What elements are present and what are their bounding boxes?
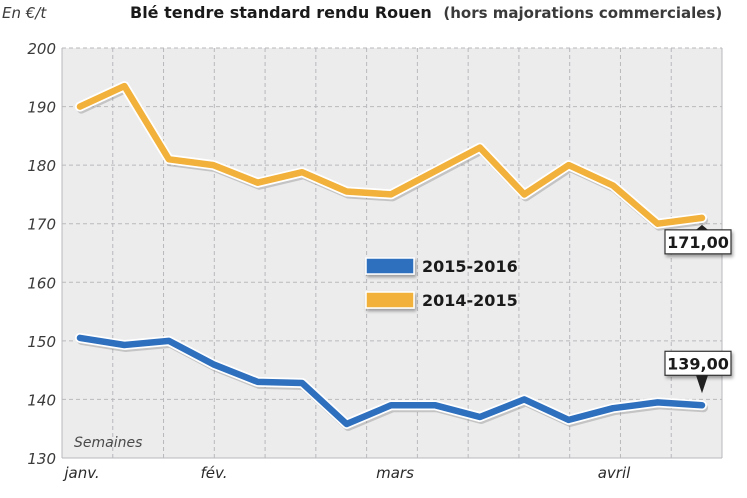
legend: 2015-2016 2014-2015 [365, 257, 518, 310]
y-tick-label: 170 [27, 216, 56, 234]
grid [61, 47, 723, 459]
x-axis: janv. fév. mars avril [62, 464, 631, 482]
y-axis-unit-label: En €/t [2, 4, 47, 22]
y-tick-label: 150 [27, 333, 56, 351]
chart-title: Blé tendre standard rendu Rouen (hors ma… [130, 3, 722, 22]
x-tick-label: fév. [201, 464, 228, 482]
series-line-2014-2015 [76, 82, 706, 227]
plot-background [62, 48, 722, 458]
chart-subtitle: (hors majorations commerciales) [443, 4, 722, 22]
y-tick-label: 180 [27, 157, 56, 175]
y-tick-label: 200 [27, 40, 56, 58]
legend-swatch [365, 257, 415, 275]
y-tick-label: 140 [27, 391, 56, 409]
callouts: 171,00 139,00 [664, 224, 732, 394]
legend-label: 2014-2015 [422, 291, 518, 310]
y-axis: 130 140 150 160 170 180 190 200 [27, 40, 56, 468]
chart-title-main: Blé tendre standard rendu Rouen [130, 3, 432, 22]
callout-2014-2015: 171,00 [664, 224, 732, 255]
legend-swatch [365, 291, 415, 309]
callout-box [664, 350, 732, 376]
y-tick-label: 190 [27, 99, 56, 117]
x-tick-label: janv. [62, 464, 99, 482]
x-tick-label: avril [598, 464, 631, 482]
y-tick-label: 130 [27, 450, 56, 468]
series-layer [75, 81, 708, 431]
callout-pointer [696, 375, 708, 394]
callout-pointer [696, 224, 708, 230]
series-line-2015-2016 [76, 334, 706, 428]
callout-box [664, 229, 732, 255]
x-axis-label: Semaines [74, 435, 142, 451]
legend-label: 2015-2016 [422, 257, 518, 276]
callout-label: 139,00 [667, 354, 729, 373]
x-tick-label: mars [376, 464, 414, 482]
callout-2015-2016: 139,00 [664, 350, 732, 394]
callout-label: 171,00 [667, 233, 729, 252]
y-tick-label: 160 [27, 274, 56, 292]
